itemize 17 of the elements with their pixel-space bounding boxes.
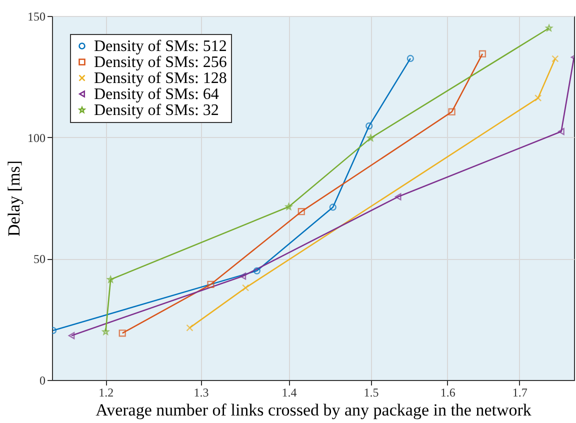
y-tick-label: 50 <box>34 252 46 266</box>
legend-label: Density of SMs: 256 <box>94 54 227 71</box>
legend-label: Density of SMs: 32 <box>94 102 219 119</box>
y-tick-label: 100 <box>28 130 46 145</box>
y-axis-title: Delay [ms] <box>4 160 24 237</box>
x-tick-label: 1.3 <box>194 386 209 400</box>
y-tick-label: 0 <box>40 374 46 388</box>
x-tick-label: 1.6 <box>440 386 456 400</box>
x-tick-label: 1.7 <box>512 386 528 400</box>
x-axis-title: Average number of links crossed by any package in the network <box>96 400 532 420</box>
x-tick-label: 1.5 <box>364 386 379 400</box>
x-tick-label: 1.4 <box>282 386 297 400</box>
legend-label: Density of SMs: 128 <box>94 70 227 87</box>
x-tick-label: 1.2 <box>98 386 114 400</box>
legend-label: Density of SMs: 512 <box>94 38 227 55</box>
y-tick-label: 150 <box>28 10 46 24</box>
legend-label: Density of SMs: 64 <box>94 86 219 103</box>
